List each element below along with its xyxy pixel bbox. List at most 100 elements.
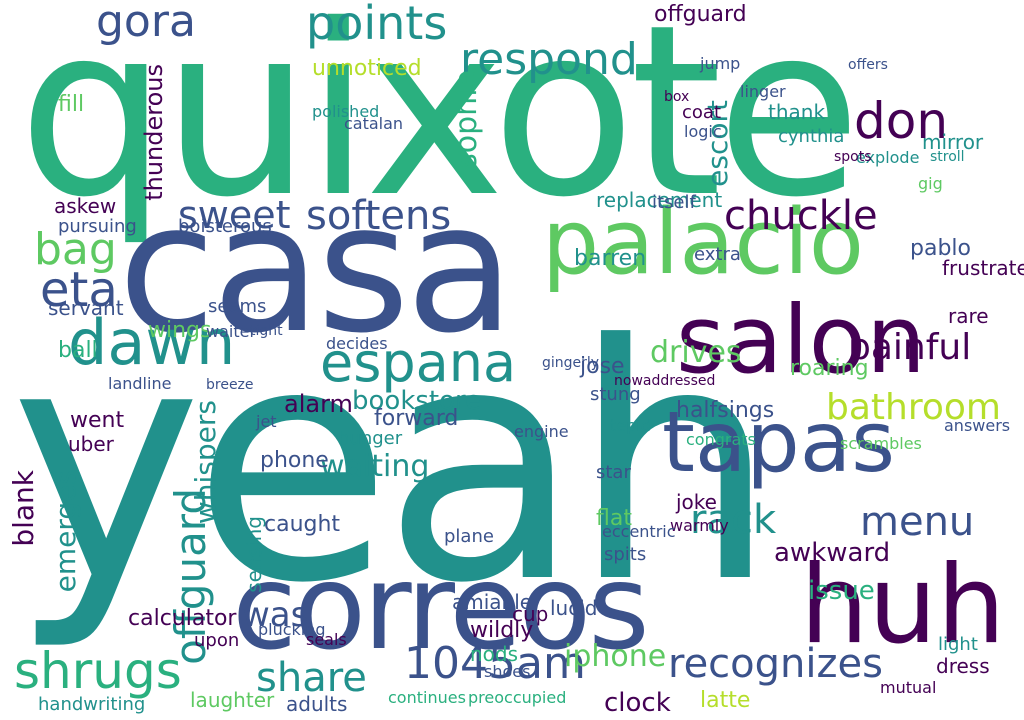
word-gora: gora	[96, 0, 196, 47]
word-amiable: continues	[388, 688, 466, 707]
word-catalan: catalan	[344, 114, 404, 133]
word-light: dress	[936, 654, 990, 678]
word-tapas: tapas	[662, 393, 895, 491]
word-nods: wildly	[470, 618, 534, 643]
word-respond: respond	[460, 34, 638, 85]
word-waiting: waiting	[320, 449, 430, 484]
word-points: points	[306, 0, 448, 50]
word-seals: seals	[306, 630, 347, 649]
word-upon: upon	[194, 630, 240, 651]
word-preoccupied: mutual	[880, 678, 937, 697]
word-forward: forward	[374, 406, 459, 431]
word-rare: frustrated	[942, 256, 1024, 280]
word-tepid: plane	[444, 526, 494, 547]
word-relaxes: issue	[808, 576, 875, 606]
word-uber: jet	[256, 412, 277, 431]
word-painful: bathroom	[826, 387, 1001, 428]
word-menu: menu	[860, 499, 975, 545]
word-iphone: iphone	[564, 639, 667, 674]
word-chuckle: chuckle	[724, 193, 878, 239]
word-mutual: light	[938, 634, 978, 655]
word-dress: rare	[948, 304, 989, 328]
word-mirror: itself	[652, 192, 696, 213]
word-barren: barren	[574, 246, 647, 271]
word-continues: preoccupied	[468, 688, 567, 707]
word-fill: fill	[58, 92, 85, 117]
word-was: was	[242, 595, 309, 635]
word-eta: eta	[40, 262, 118, 318]
word-bookstore: bookstore	[352, 386, 482, 416]
word-warmly: star	[596, 462, 631, 483]
word-jet: phone	[260, 448, 329, 473]
word-1045am: 1045am	[404, 638, 586, 689]
word-wings: wings	[148, 318, 212, 343]
word-plane: lucid	[550, 596, 598, 620]
word-roaring: cynthia	[778, 126, 845, 147]
word-halfsings: halfsings	[676, 398, 775, 423]
word-unapproachable: awkward	[774, 538, 891, 568]
word-eccentric: eccentric	[602, 522, 676, 541]
word-hunger: uber	[68, 432, 114, 456]
word-softens: softens	[306, 193, 452, 239]
word-stung: tepid	[610, 416, 651, 435]
word-palacio: palacio	[542, 190, 864, 295]
word-drives: painful	[848, 327, 972, 368]
word-sensing: sensing	[242, 516, 266, 593]
word-dawn: dawn	[68, 306, 236, 379]
word-laughter: laughter	[190, 688, 275, 712]
word-explode: explode	[856, 148, 920, 167]
word-coat: coat	[682, 102, 721, 123]
word-share: share	[256, 655, 367, 701]
word-askew: askew	[54, 194, 117, 218]
word-flat: flat	[596, 506, 632, 531]
word-answers: answers	[944, 416, 1011, 435]
word-adults: adults	[286, 692, 348, 716]
word-congrats: congrats	[686, 430, 756, 449]
word-hungoverly: blank	[7, 470, 40, 547]
word-unnoticed: unnoticed	[312, 56, 422, 81]
word-nowaddressed: nowaddressed	[614, 373, 716, 389]
word-shoes: shoes	[484, 662, 531, 681]
word-jump: jump	[700, 54, 741, 73]
word-stroll: stroll	[930, 149, 965, 165]
word-awkward: drives	[650, 335, 742, 370]
word-huh: huh	[800, 543, 1006, 668]
word-casa: casa	[118, 165, 515, 372]
word-linger: linger	[740, 82, 786, 101]
word-tight: tight	[250, 323, 283, 339]
word-phone: engine	[514, 422, 569, 441]
word-handwriting: handwriting	[38, 694, 146, 715]
word-logic: logic	[684, 122, 722, 141]
word-thank: mirror	[922, 130, 984, 154]
word-spots: spots	[834, 149, 872, 165]
word-joke: hunger	[338, 428, 403, 449]
word-politely: emerges	[49, 470, 82, 593]
word-pursuing: pursuing	[58, 216, 137, 237]
word-escapes: replacement	[596, 188, 723, 212]
word-servant: servant	[48, 296, 124, 320]
word-brunch: sophie	[449, 70, 484, 169]
word-seems: seems	[208, 296, 267, 317]
word-shrugs: shrugs	[14, 642, 182, 700]
word-spits: spits	[604, 544, 647, 565]
word-wildly: amiable	[452, 590, 533, 614]
word-thunderous: thunderous	[140, 64, 168, 201]
word-don: don	[854, 92, 949, 150]
word-offguard-top: offguard	[654, 2, 747, 27]
word-jose: jose	[580, 354, 625, 379]
word-offers: offers	[848, 57, 888, 73]
word-frustrated: extra	[694, 244, 741, 265]
word-sweet: sweet	[178, 193, 291, 237]
word-box: box	[664, 89, 690, 105]
word-correos: correos	[232, 538, 650, 676]
word-gig: gig	[918, 174, 943, 193]
word-pablo: pablo	[910, 236, 971, 261]
word-caught: caught	[264, 512, 341, 537]
word-decides: decides	[326, 334, 388, 353]
word-star: joke	[676, 490, 717, 514]
word-latte: latte	[700, 688, 751, 713]
word-alarm: alarm	[284, 390, 353, 418]
word-boisterous: boisterous	[178, 216, 272, 237]
word-plucking: plucking	[258, 620, 326, 639]
